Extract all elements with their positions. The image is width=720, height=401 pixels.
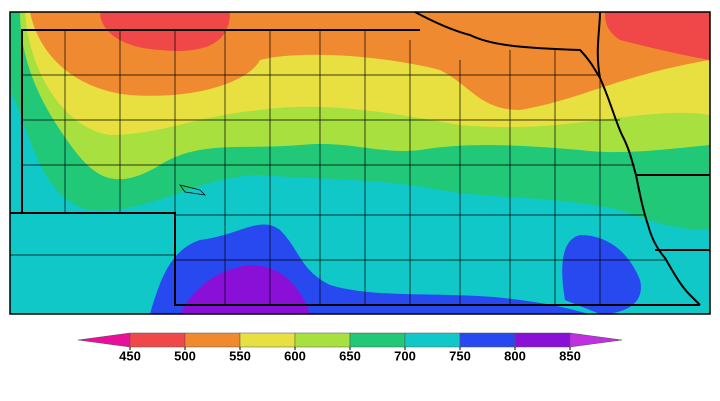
- contour-map: [9, 11, 711, 315]
- colorbar-tick-label: 450: [119, 348, 141, 363]
- colorbar-bin: [129, 332, 186, 348]
- colorbar-tick-label: 700: [394, 348, 416, 363]
- state-border: [596, 11, 710, 251]
- colorbar-under: [77, 332, 131, 348]
- colorbar-bin: [184, 332, 241, 348]
- county-lines: [10, 30, 665, 305]
- colorbar-tick-label: 800: [504, 348, 526, 363]
- contour-region: [562, 235, 641, 314]
- colorbar-over: [569, 332, 623, 348]
- colorbar-bin: [294, 332, 351, 348]
- contour-region: [605, 12, 710, 60]
- colorbar-bin: [459, 332, 516, 348]
- colorbar-tick-label: 600: [284, 348, 306, 363]
- colorbar-tick-label: 650: [339, 348, 361, 363]
- colorbar-tick-label: 500: [174, 348, 196, 363]
- colorbar: 450 500 550 600 650 700 750 800 850: [77, 332, 623, 363]
- colorbar-bin: [404, 332, 461, 348]
- map-frame: [9, 11, 711, 315]
- colorbar-bin: [514, 332, 571, 348]
- colorbar-bin: [239, 332, 296, 348]
- contour-region: [180, 265, 310, 314]
- colorbar-bin: [349, 332, 406, 348]
- contour-region: [100, 12, 230, 51]
- colorbar-tick-label: 750: [449, 348, 471, 363]
- colorbar-tick-label: 550: [229, 348, 251, 363]
- colorbar-tick-label: 850: [559, 348, 581, 363]
- state-border: [10, 11, 701, 306]
